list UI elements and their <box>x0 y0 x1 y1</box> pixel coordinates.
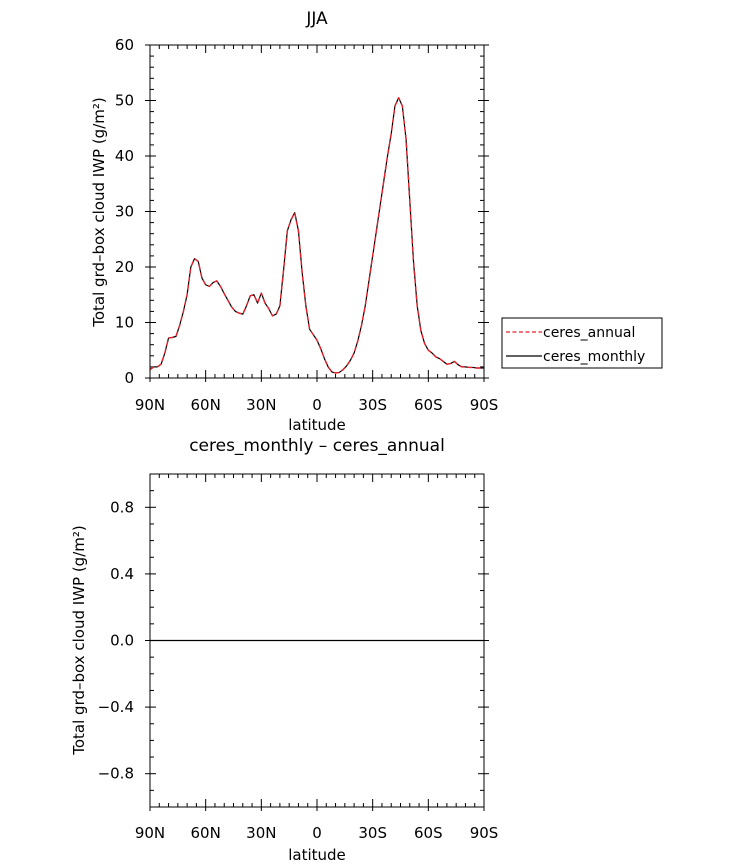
x-tick-label: 60S <box>414 396 443 414</box>
x-tick-label: 60S <box>414 824 443 842</box>
bottom-chart-title: ceres_monthly – ceres_annual <box>189 436 445 456</box>
x-tick-label: 90S <box>470 824 499 842</box>
y-tick-label: 20 <box>115 258 134 276</box>
top-series-lines <box>149 97 484 374</box>
y-tick-label: 0.0 <box>110 632 134 650</box>
x-tick-label: 60N <box>191 396 221 414</box>
series-line-ceres-annual <box>149 97 484 374</box>
top-y-axis-label: Total grd–box cloud IWP (g/m²) <box>90 97 108 328</box>
x-tick-label: 0 <box>312 824 322 842</box>
y-tick-label: 0.8 <box>110 498 134 516</box>
legend-box <box>501 317 663 369</box>
x-tick-label: 30N <box>246 824 276 842</box>
top-axis-ticks: 90N 60N 30N 0 30S 60S 90S 0 10 20 30 40 50 60 <box>115 36 498 414</box>
legend-label-ceres-annual: ceres_annual <box>543 325 635 341</box>
top-chart-title: JJA <box>305 9 328 29</box>
top-x-axis-label: latitude <box>288 416 346 434</box>
y-tick-label: 30 <box>115 203 134 221</box>
x-tick-label: 30N <box>246 396 276 414</box>
top-panel: JJA Total grd–box cloud IWP (g/m²) latit… <box>90 9 498 434</box>
x-tick-label: 30S <box>358 824 387 842</box>
bottom-panel: ceres_monthly – ceres_annual Total grd–b… <box>70 436 498 864</box>
bottom-plot-frame <box>149 473 485 808</box>
y-tick-label: 40 <box>115 147 134 165</box>
x-tick-label: 90N <box>135 396 165 414</box>
bottom-axis-ticks: 90N 60N 30N 0 30S 60S 90S −0.8 −0.4 0.0 0.4 0.8 <box>98 473 499 842</box>
bottom-y-axis-label: Total grd–box cloud IWP (g/m²) <box>70 525 88 756</box>
y-tick-label: 0.4 <box>110 565 134 583</box>
x-tick-label: 60N <box>191 824 221 842</box>
bottom-x-axis-label: latitude <box>288 846 346 864</box>
legend: ceres_annual ceres_monthly <box>501 317 663 369</box>
x-tick-label: 90N <box>135 824 165 842</box>
legend-label-ceres-monthly: ceres_monthly <box>543 349 645 365</box>
y-tick-label: −0.8 <box>98 765 134 783</box>
x-tick-label: 30S <box>358 396 387 414</box>
series-line-ceres-monthly <box>149 97 484 374</box>
y-tick-label: −0.4 <box>98 698 134 716</box>
top-plot-frame <box>149 44 485 379</box>
y-tick-label: 10 <box>115 314 134 332</box>
y-tick-label: 50 <box>115 92 134 110</box>
y-tick-label: 0 <box>124 369 134 387</box>
y-tick-label: 60 <box>115 36 134 54</box>
x-tick-label: 90S <box>470 396 499 414</box>
x-tick-label: 0 <box>312 396 322 414</box>
